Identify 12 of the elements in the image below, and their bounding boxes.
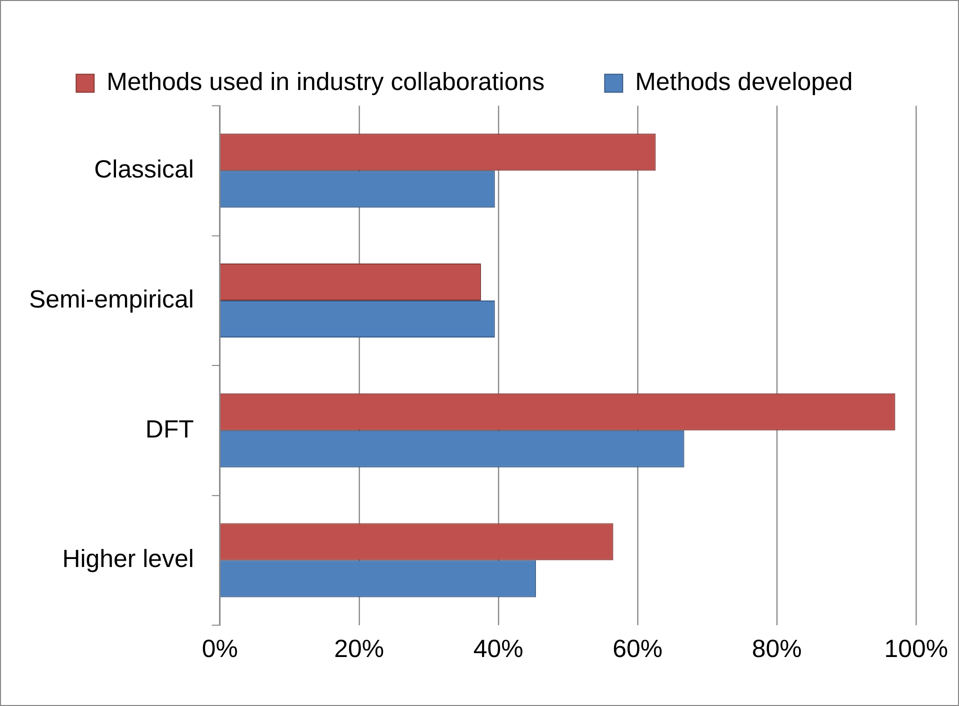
legend-label: Methods developed bbox=[635, 68, 853, 96]
y-tick-label: Higher level bbox=[62, 545, 194, 574]
x-tick-label: 60% bbox=[612, 635, 663, 664]
x-tick-label: 0% bbox=[202, 635, 238, 664]
x-tick-label: 100% bbox=[884, 635, 948, 664]
x-tick-label: 80% bbox=[752, 635, 802, 664]
y-tick-label: Classical bbox=[94, 156, 194, 184]
legend-label: Methods used in industry collaborations bbox=[106, 68, 545, 96]
x-tick-label: 20% bbox=[334, 635, 384, 664]
x-tick-label: 40% bbox=[473, 635, 524, 664]
y-tick-label: DFT bbox=[145, 415, 194, 444]
y-tick-label: Semi-empirical bbox=[29, 285, 194, 314]
